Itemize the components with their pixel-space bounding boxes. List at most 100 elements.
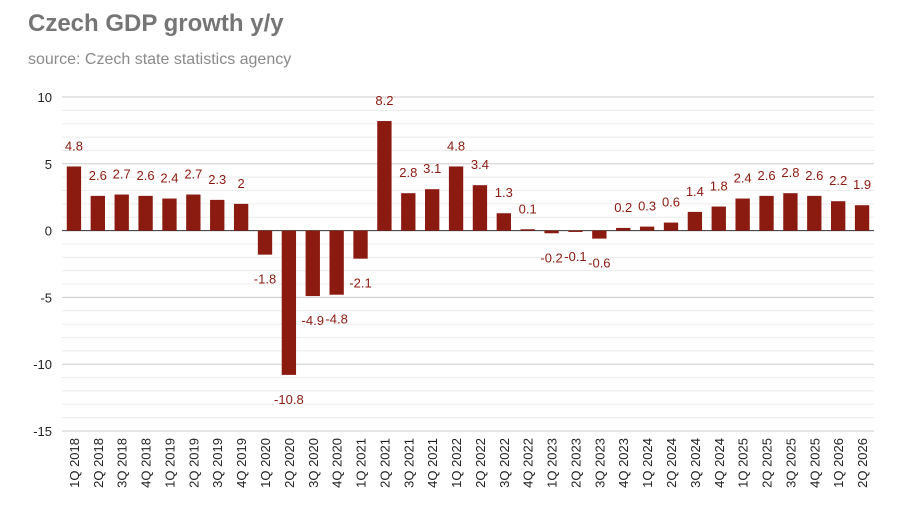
data-label: -0.1	[564, 249, 586, 264]
data-label: 0.1	[519, 201, 537, 216]
bar	[114, 194, 129, 231]
data-label: 2.7	[184, 167, 202, 182]
bar	[616, 227, 631, 231]
x-tick-label: 2Q 2021	[377, 438, 392, 488]
bar	[90, 195, 105, 231]
x-tick-label: 4Q 2018	[139, 438, 154, 488]
x-tick-label: 3Q 2024	[688, 438, 703, 488]
data-label: 3.1	[423, 161, 441, 176]
data-label: 2.8	[781, 165, 799, 180]
x-tick-label: 1Q 2026	[831, 438, 846, 488]
y-tick-label: 10	[38, 90, 52, 105]
x-tick-label: 2Q 2022	[473, 438, 488, 488]
chart-subtitle: source: Czech state statistics agency	[28, 51, 292, 68]
data-label: 2	[238, 176, 245, 191]
bar	[592, 230, 607, 239]
bar	[162, 198, 177, 231]
bar	[520, 229, 535, 231]
bar	[66, 166, 82, 231]
x-tick-label: 1Q 2025	[736, 438, 751, 488]
y-axis: 10 5 0 -5 -10 -15	[33, 90, 52, 439]
bar	[257, 230, 273, 255]
data-label: 2.7	[113, 167, 131, 182]
bar	[711, 206, 726, 231]
x-tick-label: 4Q 2024	[712, 438, 727, 488]
y-tick-label: -10	[33, 357, 52, 372]
x-tick-label: 2Q 2026	[855, 438, 870, 488]
x-tick-label: 4Q 2023	[616, 438, 631, 488]
x-tick-label: 4Q 2019	[234, 438, 249, 488]
bar	[807, 195, 822, 231]
x-tick-label: 1Q 2022	[449, 438, 464, 488]
x-tick-label: 1Q 2021	[354, 438, 369, 488]
bar	[329, 230, 344, 295]
data-label: -2.1	[349, 276, 371, 291]
x-tick-label: 1Q 2020	[258, 438, 273, 488]
bar	[281, 230, 297, 375]
x-tick-label: 4Q 2025	[807, 438, 822, 488]
y-tick-label: 5	[45, 157, 52, 172]
data-label: -0.2	[540, 250, 562, 265]
bar	[401, 193, 416, 231]
data-label: 8.2	[375, 93, 393, 108]
grid-lines	[62, 96, 874, 432]
x-tick-label: 1Q 2019	[162, 438, 177, 488]
data-label: 2.8	[399, 165, 417, 180]
x-tick-label: 1Q 2018	[67, 438, 82, 488]
bar	[472, 185, 488, 231]
x-tick-label: 2Q 2023	[568, 438, 583, 488]
bar	[687, 211, 703, 231]
data-label: 2.6	[137, 168, 155, 183]
y-tick-label: -15	[33, 424, 52, 439]
data-label: 2.6	[805, 168, 823, 183]
bar	[568, 230, 583, 232]
x-tick-label: 3Q 2025	[783, 438, 798, 488]
bars	[66, 121, 870, 375]
data-label: 2.4	[734, 171, 752, 186]
data-label: 2.6	[89, 168, 107, 183]
bar	[138, 195, 153, 231]
x-tick-label: 2Q 2019	[186, 438, 201, 488]
x-tick-label: 3Q 2022	[497, 438, 512, 488]
x-tick-label: 4Q 2020	[330, 438, 345, 488]
bar	[735, 198, 750, 231]
x-tick-label: 1Q 2024	[640, 438, 655, 488]
bar	[377, 121, 392, 231]
bar	[305, 230, 320, 297]
x-tick-label: 3Q 2020	[306, 438, 321, 488]
bar	[186, 194, 201, 231]
bar	[210, 199, 225, 231]
data-label: 2.6	[757, 168, 775, 183]
data-label: 0.3	[638, 199, 656, 214]
data-labels: 4.8 2.6 2.7 2.6 2.4 2.7 2.3 2 -1.8 -10.8 -4.9 -4.8 -…	[65, 93, 871, 407]
data-label: 3.4	[471, 157, 489, 172]
x-tick-label: 1Q 2023	[545, 438, 560, 488]
data-label: 0.6	[662, 195, 680, 210]
bar	[663, 222, 679, 231]
x-tick-label: 3Q 2018	[115, 438, 130, 488]
data-label: 2.4	[160, 171, 178, 186]
data-label: -4.8	[325, 312, 347, 327]
bar	[759, 195, 774, 231]
x-tick-label: 2Q 2018	[91, 438, 106, 488]
data-label: -0.6	[588, 256, 610, 271]
bar	[831, 201, 846, 231]
data-label: 2.2	[829, 173, 847, 188]
x-tick-label: 3Q 2023	[592, 438, 607, 488]
y-tick-label: -5	[40, 290, 52, 305]
data-label: 4.8	[65, 138, 83, 153]
data-label: 4.8	[447, 138, 465, 153]
bar	[353, 230, 368, 259]
bar	[496, 213, 511, 231]
data-label: -10.8	[274, 392, 304, 407]
x-tick-label: 4Q 2022	[521, 438, 536, 488]
data-label: 1.4	[686, 184, 704, 199]
data-label: 1.9	[853, 177, 871, 192]
x-tick-label: 2Q 2025	[760, 438, 775, 488]
bar	[544, 230, 559, 234]
x-tick-label: 2Q 2020	[282, 438, 297, 488]
data-label: 2.3	[208, 172, 226, 187]
bar	[783, 193, 798, 231]
data-label: 1.3	[495, 185, 513, 200]
